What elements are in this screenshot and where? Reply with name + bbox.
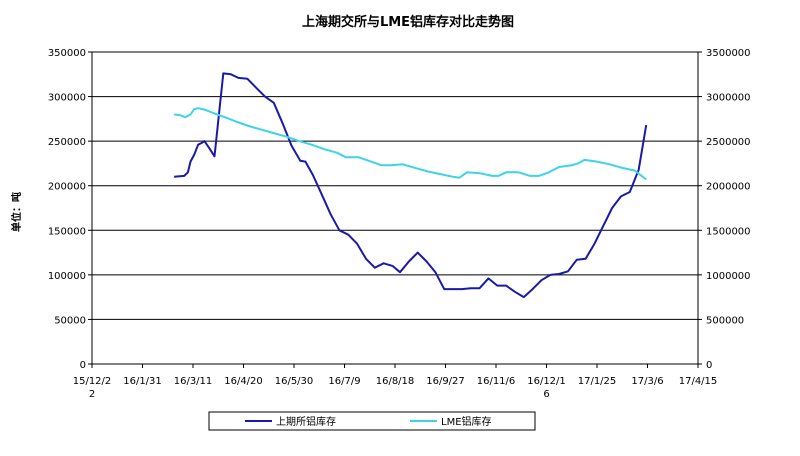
y-right-tick-label: 1000000 — [706, 271, 751, 282]
y-right-tick-labels: 0 500000 1000000 1500000 2000000 2500000 30000… — [706, 48, 751, 371]
legend-label-lme: LME铝库存 — [441, 415, 492, 428]
y-left-tick-label: 200000 — [48, 182, 86, 193]
y-left-tick-label: 350000 — [48, 48, 86, 59]
y-left-tick-label: 100000 — [48, 271, 86, 282]
y-axis-label: 单位：吨 — [10, 192, 23, 232]
series-lines — [173, 72, 648, 299]
x-tick-label: 17/4/15 — [679, 376, 718, 387]
x-tick-label: 15/12/2 2 — [73, 376, 112, 400]
x-tick-label: 16/9/27 — [426, 376, 465, 387]
y-left-tick-labels: 0 50000 100000 150000 200000 250000 300000 3500… — [48, 48, 86, 371]
x-tick-label: 16/3/11 — [174, 376, 213, 387]
x-tick-label: 17/1/25 — [578, 376, 617, 387]
x-tick-label: 16/8/18 — [376, 376, 415, 387]
legend-box — [208, 411, 536, 431]
axes — [88, 51, 702, 368]
y-left-tick-label: 50000 — [54, 315, 86, 326]
x-tick-label: 17/3/6 — [631, 376, 663, 387]
x-tick-labels: 15/12/2 2 16/1/31 16/3/11 16/4/20 16/5/30 16/7… — [73, 376, 718, 400]
x-tick-label: 16/12/1 6 — [527, 376, 566, 400]
y-left-tick-label: 0 — [80, 360, 86, 371]
x-tick-label: 16/7/9 — [328, 376, 360, 387]
y-right-tick-label: 1500000 — [706, 226, 751, 237]
y-left-tick-label: 250000 — [48, 137, 86, 148]
chart-title: 上海期交所与LME铝库存对比走势图 — [302, 14, 514, 30]
series-line-shfe — [174, 72, 648, 299]
x-tick-label: 16/5/30 — [275, 376, 314, 387]
legend: 上期所铝库存 LME铝库存 — [208, 411, 536, 431]
y-right-tick-label: 2000000 — [706, 182, 751, 193]
x-tick-label: 16/4/20 — [224, 376, 263, 387]
y-right-tick-label: 0 — [706, 360, 712, 371]
y-right-tick-label: 3500000 — [706, 48, 751, 59]
y-right-tick-label: 3000000 — [706, 93, 751, 104]
y-right-tick-label: 2500000 — [706, 137, 751, 148]
x-tick-label: 16/11/6 — [477, 376, 516, 387]
gridlines — [92, 51, 698, 320]
series-line-lme — [173, 107, 647, 181]
legend-label-shfe: 上期所铝库存 — [276, 415, 336, 428]
y-left-tick-label: 300000 — [48, 93, 86, 104]
x-tick-label: 16/1/31 — [123, 376, 162, 387]
y-right-tick-label: 500000 — [706, 315, 744, 326]
y-left-tick-label: 150000 — [48, 226, 86, 237]
